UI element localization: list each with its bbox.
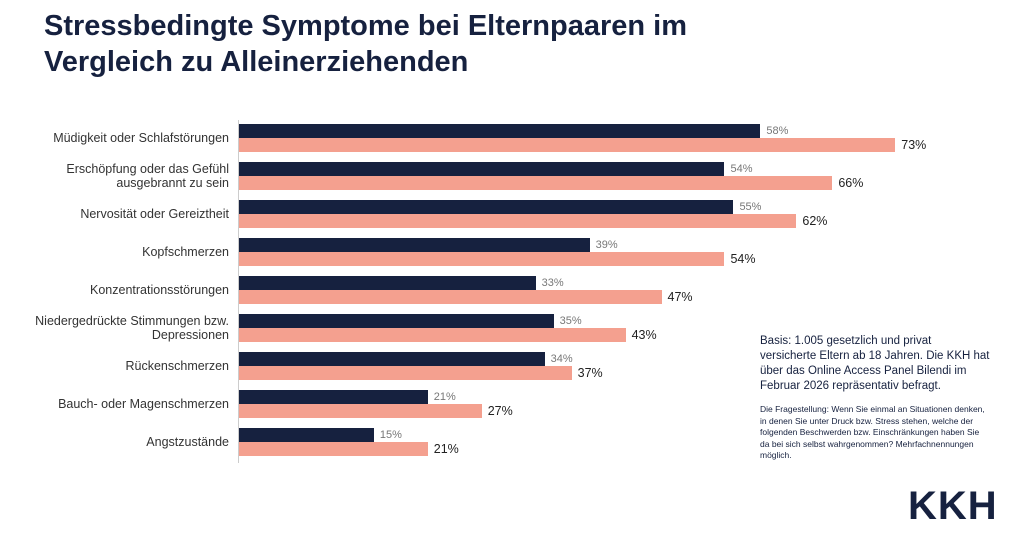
bar (239, 162, 725, 176)
value-label: 47% (667, 290, 693, 304)
bar (239, 276, 536, 290)
bar (239, 252, 725, 266)
category-label: Erschöpfung oder das Gefühl ausgebrannt … (66, 162, 229, 190)
category-label: Rückenschmerzen (125, 359, 229, 373)
bar (239, 442, 428, 456)
bar (239, 176, 833, 190)
axis-line (238, 120, 239, 463)
value-label: 21% (433, 442, 459, 456)
category-label: Konzentrationsstörungen (90, 283, 229, 297)
category-label: Bauch- oder Magenschmerzen (58, 397, 229, 411)
chart-title: Stressbedingte Symptome bei Elternpaaren… (44, 10, 688, 78)
bar (239, 214, 797, 228)
bar (239, 124, 761, 138)
category-label: Niedergedrückte Stimmungen bzw. Depressi… (35, 314, 229, 342)
value-label: 58% (766, 125, 789, 137)
category-label: Müdigkeit oder Schlafstörungen (53, 131, 229, 145)
bar (239, 404, 482, 418)
value-label: 66% (838, 176, 864, 190)
note: Basis: 1.005 gesetzlich und privat versi… (760, 335, 990, 392)
value-label: 33% (541, 277, 564, 289)
value-label: 54% (730, 163, 753, 175)
bar (239, 238, 590, 252)
bar (239, 390, 428, 404)
category-label: Angstzustände (146, 435, 229, 449)
value-label: 27% (487, 404, 513, 418)
bar (239, 200, 734, 214)
value-label: 39% (595, 239, 618, 251)
note: Die Fragestellung: Wenn Sie einmal an Si… (760, 404, 985, 460)
bar (239, 138, 896, 152)
bar (239, 328, 626, 342)
value-label: 21% (433, 391, 456, 403)
bar (239, 290, 662, 304)
value-label: 55% (739, 201, 762, 213)
value-label: 34% (550, 353, 573, 365)
value-label: 37% (577, 366, 603, 380)
bar (239, 428, 374, 442)
category-label: Nervosität oder Gereiztheit (80, 207, 229, 221)
bar (239, 314, 554, 328)
value-label: 43% (631, 328, 657, 342)
value-label: 15% (379, 429, 402, 441)
value-label: 62% (802, 214, 828, 228)
bar (239, 366, 572, 380)
logo: KKH (908, 484, 998, 528)
value-label: 73% (901, 138, 927, 152)
bar (239, 352, 545, 366)
value-label: 54% (730, 252, 756, 266)
category-label: Kopfschmerzen (142, 245, 229, 259)
value-label: 35% (559, 315, 582, 327)
